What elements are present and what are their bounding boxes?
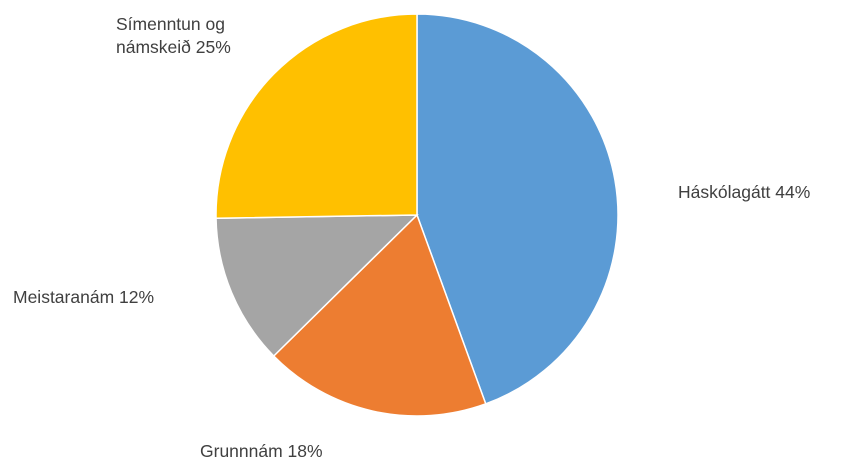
pie-slice-simenntun-og-namskeid xyxy=(215,13,418,219)
pie-slice-meistaranam xyxy=(215,214,419,358)
pie-slice-grunnnam xyxy=(272,213,487,417)
data-label-simenntun-og-namskeid: Símenntun og námskeið 25% xyxy=(116,14,231,57)
data-label-meistaranam: Meistaranám 12% xyxy=(13,287,154,307)
data-label-grunnnam: Grunnnám 18% xyxy=(200,441,323,461)
data-label-haskolagatt: Háskólagátt 44% xyxy=(678,182,810,202)
pie-slice-haskolagatt xyxy=(416,13,619,405)
